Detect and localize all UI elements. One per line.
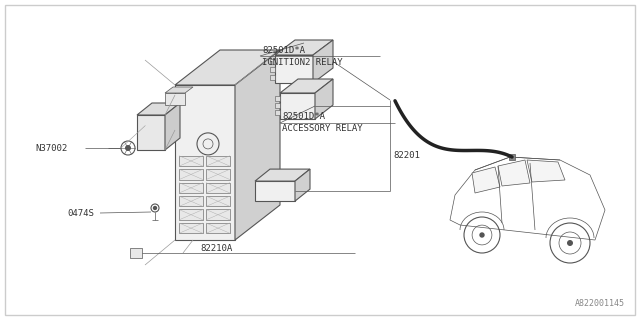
Text: 82201: 82201	[393, 150, 420, 159]
Polygon shape	[206, 196, 230, 206]
Text: ACCESSORY RELAY: ACCESSORY RELAY	[282, 124, 363, 132]
Polygon shape	[235, 50, 280, 240]
Polygon shape	[175, 50, 280, 85]
Polygon shape	[450, 157, 605, 240]
Circle shape	[125, 145, 131, 151]
Polygon shape	[179, 210, 203, 220]
Polygon shape	[275, 55, 313, 83]
Polygon shape	[313, 40, 333, 83]
Text: N37002: N37002	[35, 143, 67, 153]
Polygon shape	[527, 160, 565, 182]
Circle shape	[154, 206, 157, 210]
Polygon shape	[165, 93, 185, 105]
Polygon shape	[255, 181, 295, 201]
Polygon shape	[270, 59, 275, 64]
Polygon shape	[165, 87, 193, 93]
Text: A822001145: A822001145	[575, 299, 625, 308]
Polygon shape	[206, 183, 230, 193]
Polygon shape	[137, 103, 180, 115]
Polygon shape	[270, 75, 275, 80]
Polygon shape	[206, 169, 230, 180]
Polygon shape	[275, 96, 280, 101]
Polygon shape	[498, 160, 530, 186]
Polygon shape	[179, 169, 203, 180]
Polygon shape	[255, 169, 310, 181]
Circle shape	[567, 240, 573, 246]
Polygon shape	[175, 85, 235, 240]
Polygon shape	[270, 67, 275, 72]
Polygon shape	[130, 248, 142, 258]
Polygon shape	[472, 167, 500, 193]
Polygon shape	[179, 156, 203, 166]
Polygon shape	[179, 183, 203, 193]
Polygon shape	[280, 93, 315, 119]
Polygon shape	[206, 210, 230, 220]
Text: 82501D*A: 82501D*A	[282, 111, 325, 121]
Polygon shape	[137, 115, 165, 150]
Polygon shape	[315, 79, 333, 119]
Text: 82210A: 82210A	[200, 244, 232, 253]
Polygon shape	[295, 169, 310, 201]
Polygon shape	[179, 223, 203, 233]
Polygon shape	[206, 156, 230, 166]
Text: IGNITION2 RELAY: IGNITION2 RELAY	[262, 58, 342, 67]
Polygon shape	[206, 223, 230, 233]
Polygon shape	[280, 79, 333, 93]
Polygon shape	[275, 110, 280, 115]
Polygon shape	[179, 196, 203, 206]
Polygon shape	[275, 103, 280, 108]
Circle shape	[479, 232, 484, 238]
Polygon shape	[275, 40, 333, 55]
Polygon shape	[165, 103, 180, 150]
Text: 0474S: 0474S	[67, 209, 94, 218]
Text: 82501D*A: 82501D*A	[262, 45, 305, 54]
